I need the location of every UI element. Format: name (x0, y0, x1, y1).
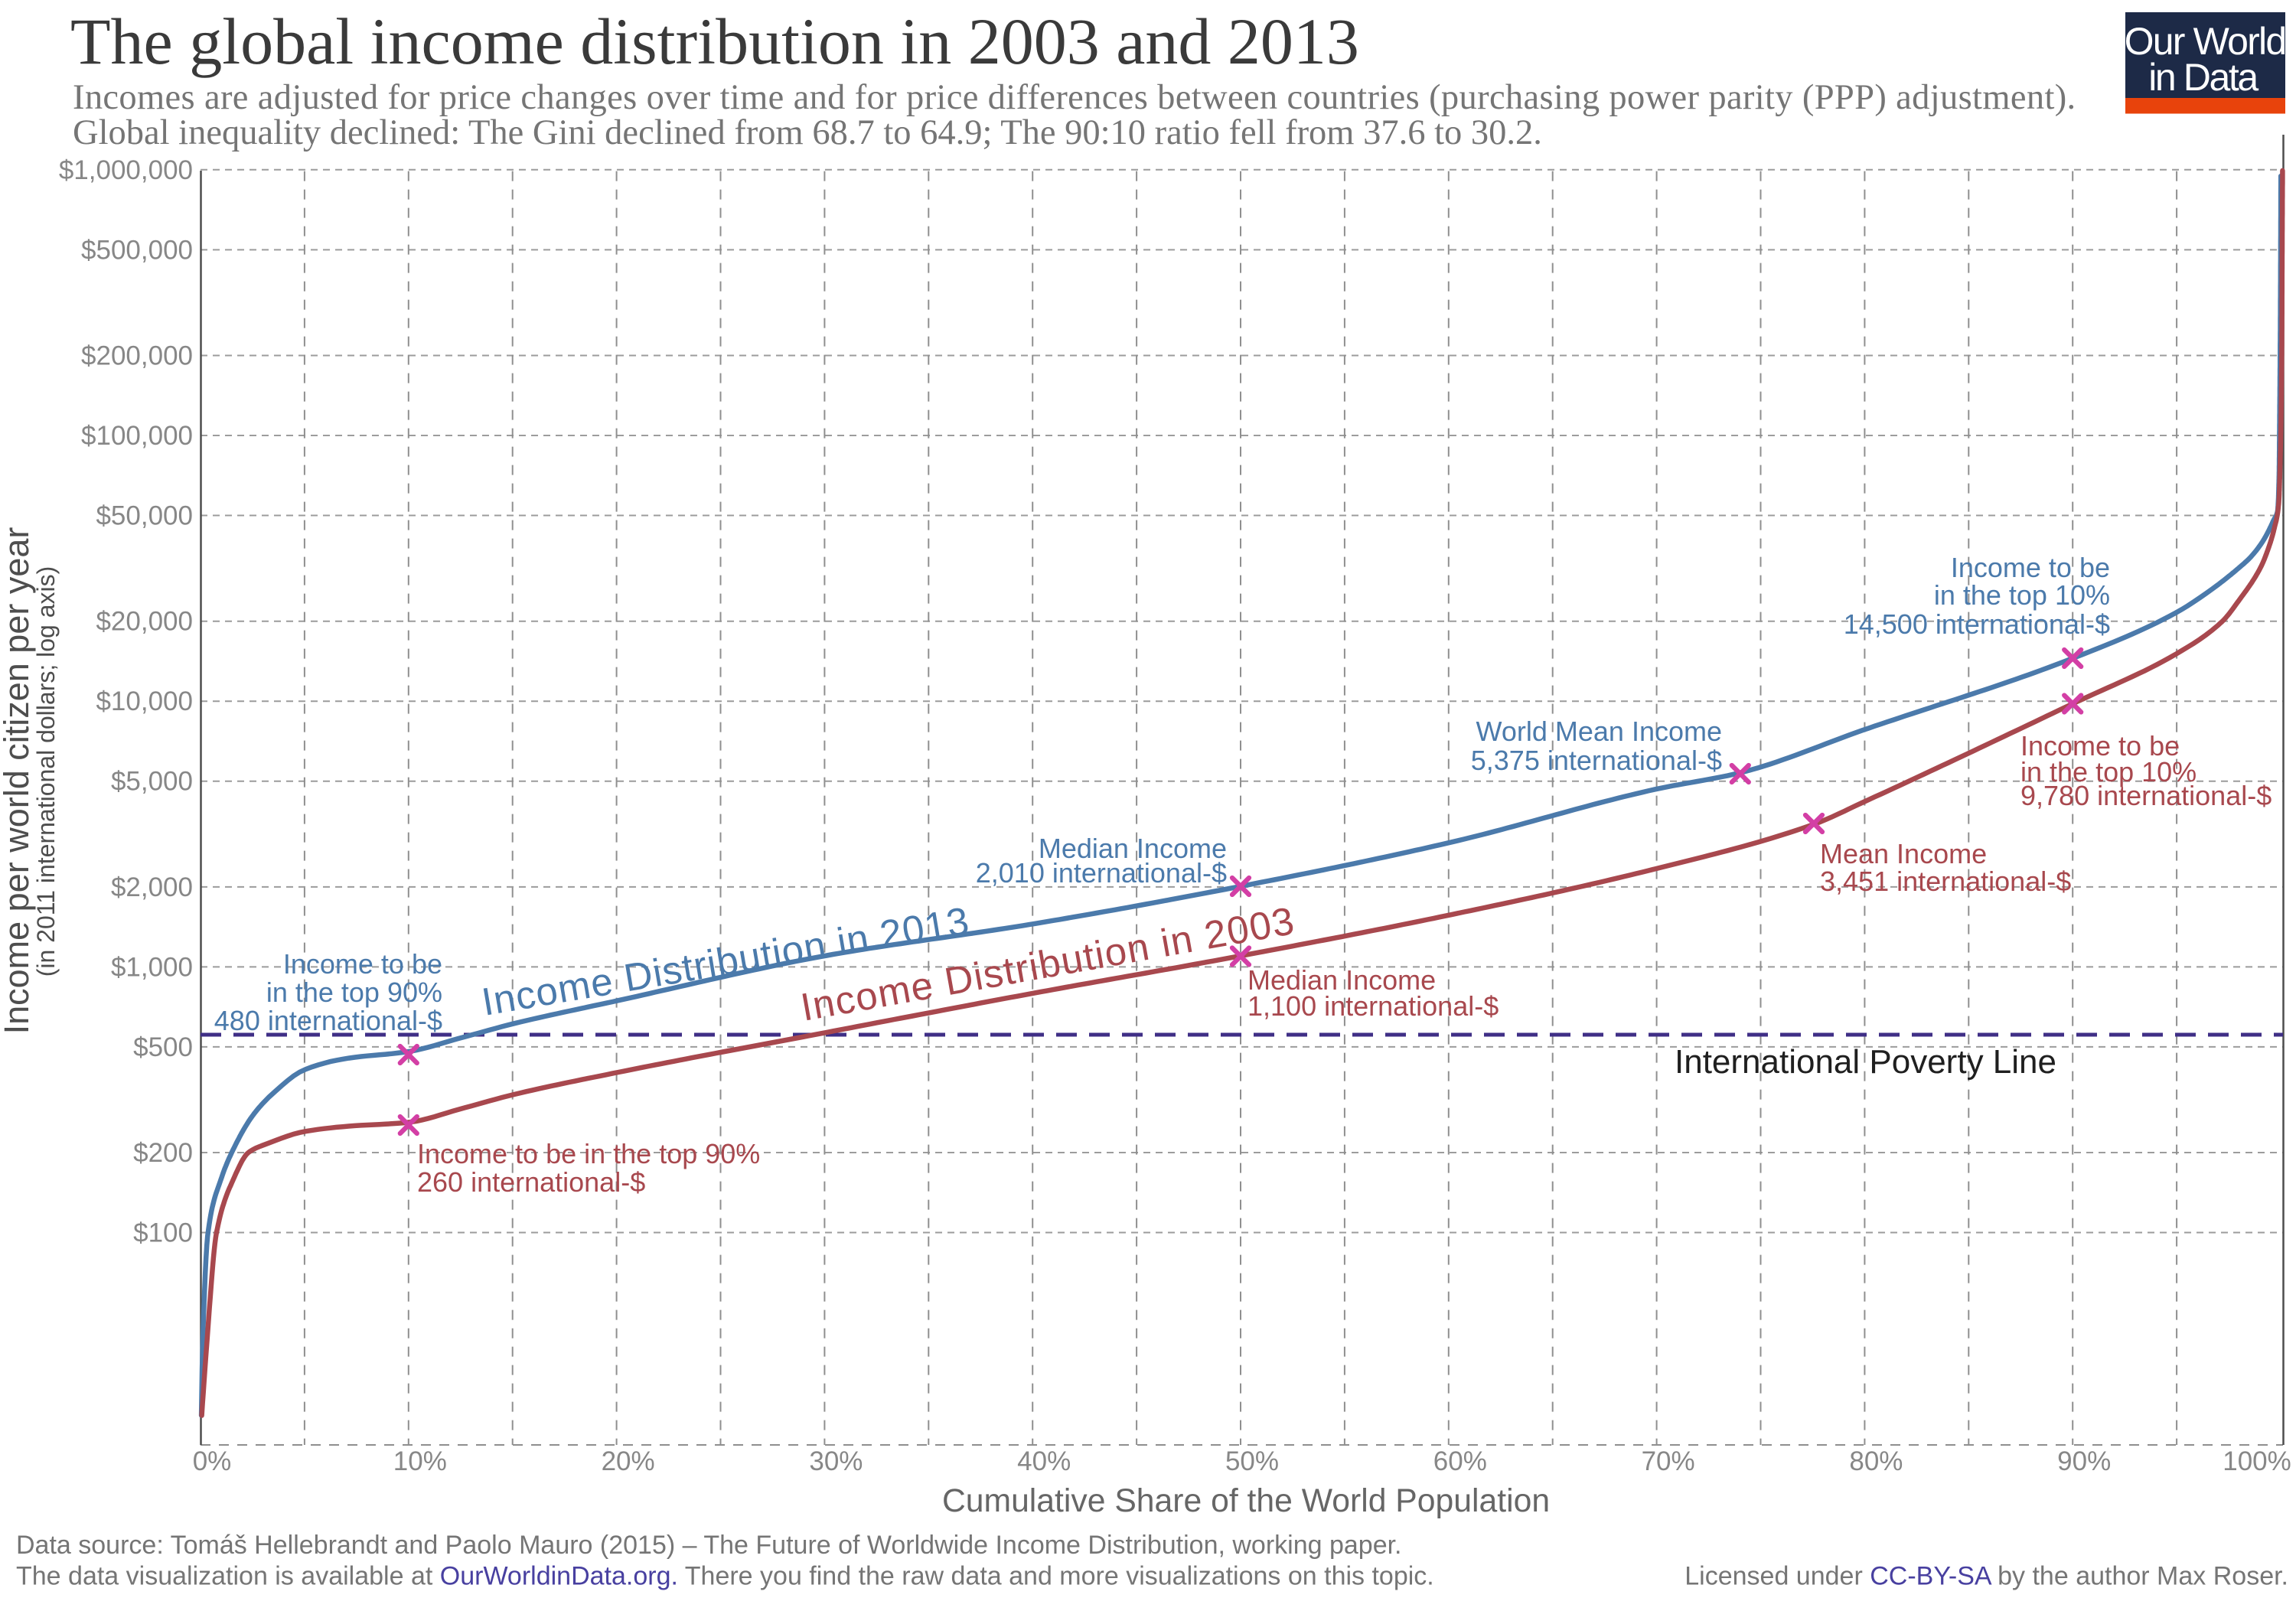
svg-text:0%: 0% (193, 1446, 232, 1476)
svg-text:$1,000,000: $1,000,000 (59, 155, 193, 185)
svg-text:$2,000: $2,000 (111, 872, 193, 902)
svg-text:World Mean Income: World Mean Income (1476, 716, 1722, 747)
svg-text:1,100 international-$: 1,100 international-$ (1247, 990, 1499, 1022)
svg-text:$500,000: $500,000 (81, 235, 193, 265)
svg-text:Cumulative Share of the World: Cumulative Share of the World Population (942, 1482, 1550, 1519)
svg-text:Income per world citizen per y: Income per world citizen per year (0, 527, 36, 1035)
svg-text:$200,000: $200,000 (81, 341, 193, 371)
svg-text:$100,000: $100,000 (81, 421, 193, 451)
svg-text:14,500 international-$: 14,500 international-$ (1844, 608, 2110, 640)
svg-text:Median Income: Median Income (1039, 833, 1227, 864)
svg-text:$20,000: $20,000 (96, 607, 193, 637)
svg-text:$500: $500 (133, 1032, 193, 1062)
svg-text:3,451 international-$: 3,451 international-$ (1820, 866, 2071, 897)
svg-text:90%: 90% (2057, 1446, 2111, 1476)
svg-text:Global inequality declined: Th: Global inequality declined: The Gini dec… (73, 113, 1542, 152)
svg-text:80%: 80% (1849, 1446, 1903, 1476)
svg-text:60%: 60% (1433, 1446, 1487, 1476)
svg-text:Income to be: Income to be (283, 948, 442, 980)
svg-text:International Poverty Line: International Poverty Line (1675, 1043, 2056, 1081)
svg-text:Data source: Tomáš Hellebrandt: Data source: Tomáš Hellebrandt and Paolo… (16, 1531, 1402, 1560)
svg-text:in the top 10%: in the top 10% (2020, 756, 2197, 788)
svg-text:in the top 10%: in the top 10% (1934, 579, 2110, 611)
svg-text:5,375 international-$: 5,375 international-$ (1471, 745, 1722, 776)
svg-text:2,010 international-$: 2,010 international-$ (976, 857, 1227, 889)
svg-text:70%: 70% (1642, 1446, 1695, 1476)
svg-text:Incomes are adjusted for price: Incomes are adjusted for price changes o… (73, 78, 2076, 117)
svg-text:The global income distribution: The global income distribution in 2003 a… (70, 5, 1359, 78)
svg-text:Income to be: Income to be (2020, 730, 2180, 761)
svg-text:260 international-$: 260 international-$ (417, 1166, 645, 1198)
svg-text:Median Income: Median Income (1247, 964, 1436, 996)
svg-text:in Data: in Data (2148, 56, 2258, 99)
svg-text:in the top 90%: in the top 90% (266, 977, 442, 1008)
svg-text:40%: 40% (1017, 1446, 1071, 1476)
svg-text:$100: $100 (133, 1218, 193, 1248)
svg-text:Mean Income: Mean Income (1820, 838, 1987, 869)
svg-text:$5,000: $5,000 (111, 767, 193, 797)
svg-text:$50,000: $50,000 (96, 501, 193, 531)
svg-text:The data visualization is avai: The data visualization is available at O… (16, 1562, 1434, 1591)
svg-text:9,780 international-$: 9,780 international-$ (2020, 780, 2272, 811)
svg-text:Licensed under CC-BY-SA by the: Licensed under CC-BY-SA by the author Ma… (1684, 1562, 2288, 1591)
svg-text:Our World: Our World (2125, 20, 2286, 63)
svg-text:Income to be in the top 90%: Income to be in the top 90% (417, 1138, 760, 1169)
svg-text:$10,000: $10,000 (96, 686, 193, 716)
svg-text:$200: $200 (133, 1138, 193, 1168)
svg-text:10%: 10% (393, 1446, 447, 1476)
svg-text:50%: 50% (1225, 1446, 1279, 1476)
svg-text:(in 2011 international dollars: (in 2011 international dollars; log axis… (32, 566, 60, 977)
svg-text:30%: 30% (809, 1446, 863, 1476)
svg-text:100%: 100% (2223, 1446, 2291, 1476)
svg-text:480 international-$: 480 international-$ (214, 1005, 442, 1036)
svg-text:Income to be: Income to be (1951, 552, 2110, 583)
svg-text:20%: 20% (602, 1446, 655, 1476)
svg-text:$1,000: $1,000 (111, 952, 193, 982)
